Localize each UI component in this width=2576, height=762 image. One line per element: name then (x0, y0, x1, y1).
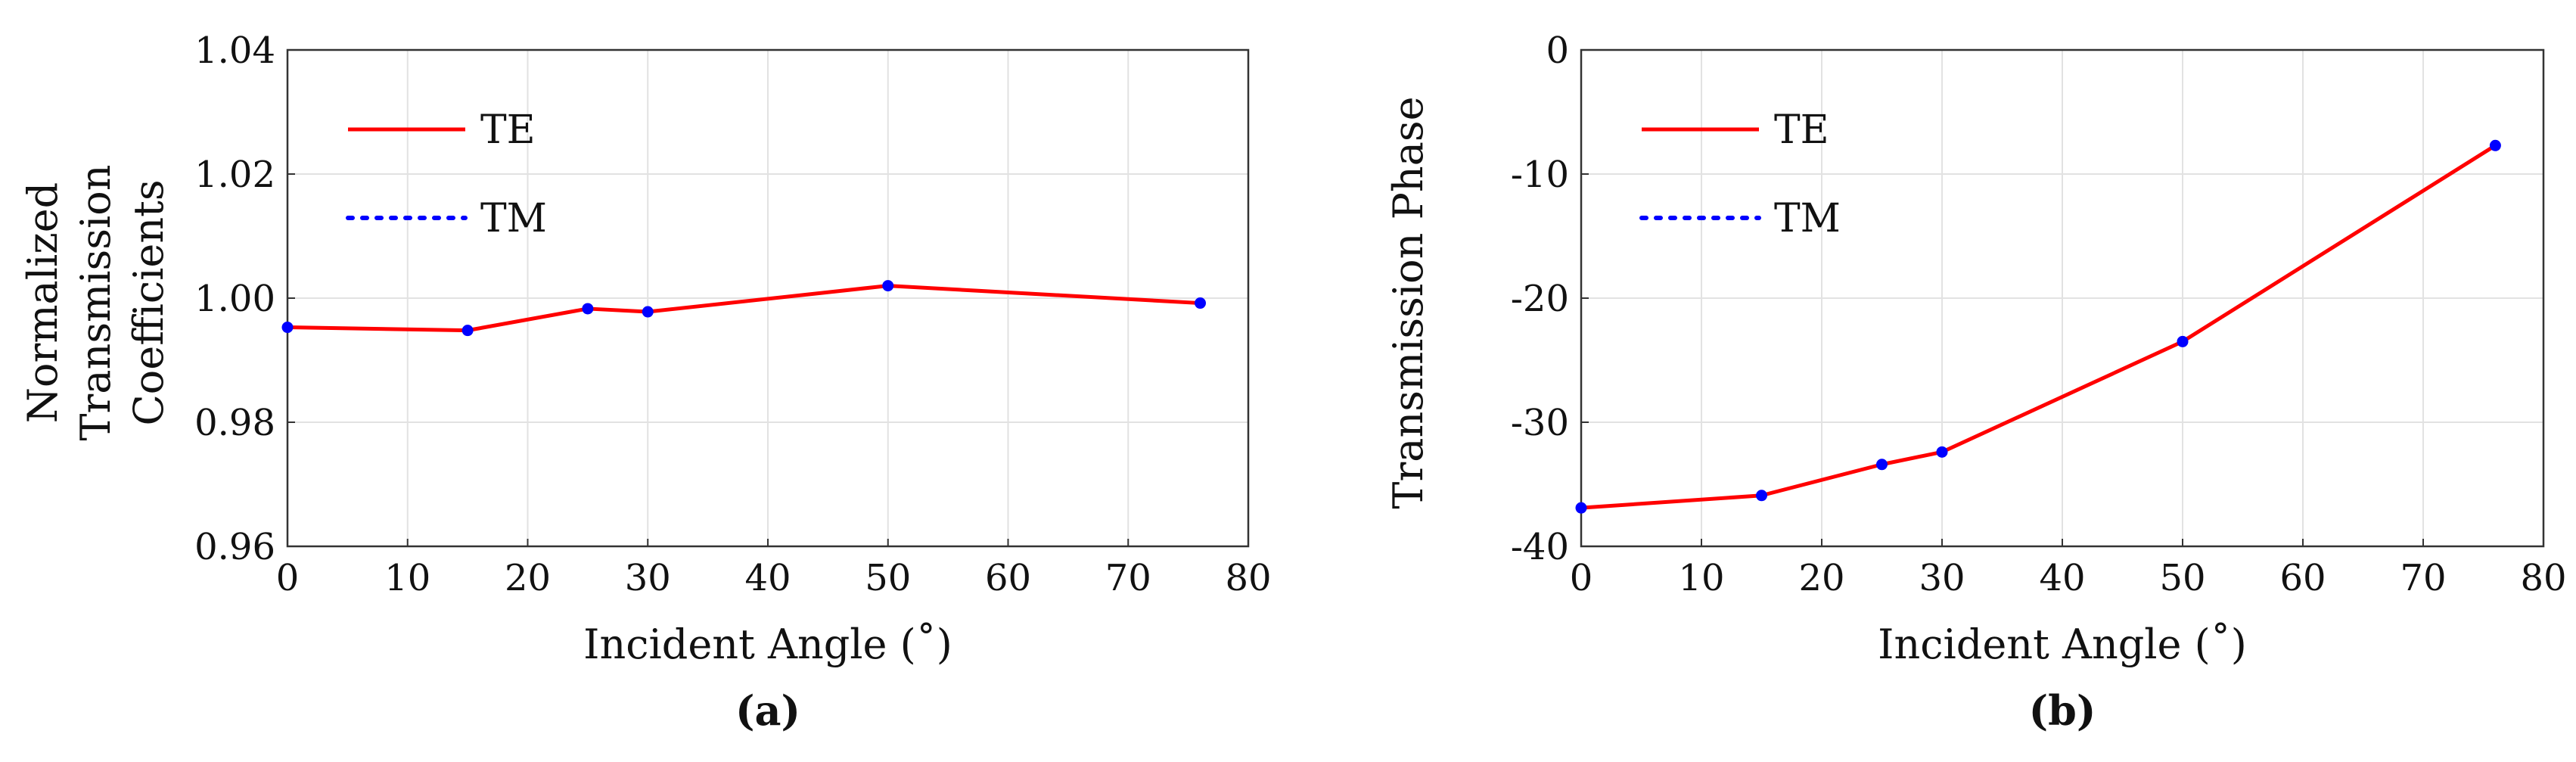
data-point-tm (2177, 335, 2189, 347)
data-point-tm (1936, 446, 1948, 458)
x-tick-label: 80 (1225, 557, 1271, 599)
y-tick-label: 1.00 (194, 278, 275, 320)
data-point-tm (582, 303, 594, 315)
y-tick-label: 1.04 (194, 30, 275, 72)
panel-label: (b) (2029, 686, 2096, 735)
x-tick-label: 30 (625, 557, 671, 599)
data-point-tm (1575, 502, 1587, 514)
y-axis-label: Coefficients (125, 179, 172, 425)
x-tick-label: 70 (2400, 557, 2446, 599)
y-axis-label: Transmission (72, 165, 120, 441)
chart-panel-b: 0 10 20 30 40 50 60 70 80 -40 -30 -20 -10 0 Incident A… (1384, 30, 2567, 735)
legend-label-te: TE (480, 107, 536, 153)
x-axis-label: Incident Angle (˚) (583, 620, 952, 668)
x-tick-label: 0 (1570, 557, 1593, 599)
data-point-tm (1876, 459, 1888, 471)
y-tick-label: 0.96 (194, 526, 275, 568)
x-tick-label: 40 (2039, 557, 2085, 599)
x-tick-label: 10 (384, 557, 430, 599)
series-line-te (1580, 144, 2497, 510)
chart-panel-a: 0 10 20 30 40 50 60 70 80 0.96 0.98 1.00 1.02 1.04 Inc… (19, 30, 1272, 735)
x-tick-label: 50 (865, 557, 911, 599)
legend-label-tm: TM (1774, 196, 1841, 241)
y-tick-label: 0.98 (194, 402, 275, 444)
x-tick-label: 60 (2279, 557, 2326, 599)
x-tick-label: 80 (2520, 557, 2566, 599)
data-point-tm (882, 280, 894, 292)
x-tick-label: 10 (1678, 557, 1724, 599)
y-tick-label: -40 (1511, 526, 1569, 568)
y-tick-label: -10 (1511, 154, 1569, 196)
x-axis-label: Incident Angle (˚) (1878, 620, 2247, 668)
x-tick-label: 0 (276, 557, 300, 599)
y-tick-label: -20 (1511, 278, 1569, 320)
y-tick-label: 0 (1546, 30, 1569, 72)
panel-label: (a) (735, 686, 800, 735)
data-point-tm (2489, 139, 2501, 151)
y-tick-label: -30 (1511, 402, 1569, 444)
x-tick-label: 20 (505, 557, 551, 599)
y-axis-label: Transmission Phase (1384, 96, 1432, 509)
data-point-tm (281, 322, 294, 334)
y-axis-label: Normalized (19, 182, 67, 424)
x-tick-label: 30 (1919, 557, 1965, 599)
x-tick-label: 50 (2159, 557, 2205, 599)
x-tick-label: 20 (1798, 557, 1844, 599)
series-line-te (287, 284, 1201, 333)
data-point-tm (1195, 297, 1206, 309)
data-point-tm (642, 306, 654, 318)
legend-label-tm: TM (480, 196, 547, 241)
data-point-tm (1756, 490, 1767, 502)
data-point-tm (461, 325, 474, 337)
y-tick-label: 1.02 (194, 154, 275, 196)
legend-label-te: TE (1774, 107, 1829, 153)
x-tick-label: 40 (744, 557, 791, 599)
x-tick-label: 70 (1105, 557, 1151, 599)
x-tick-label: 60 (985, 557, 1031, 599)
